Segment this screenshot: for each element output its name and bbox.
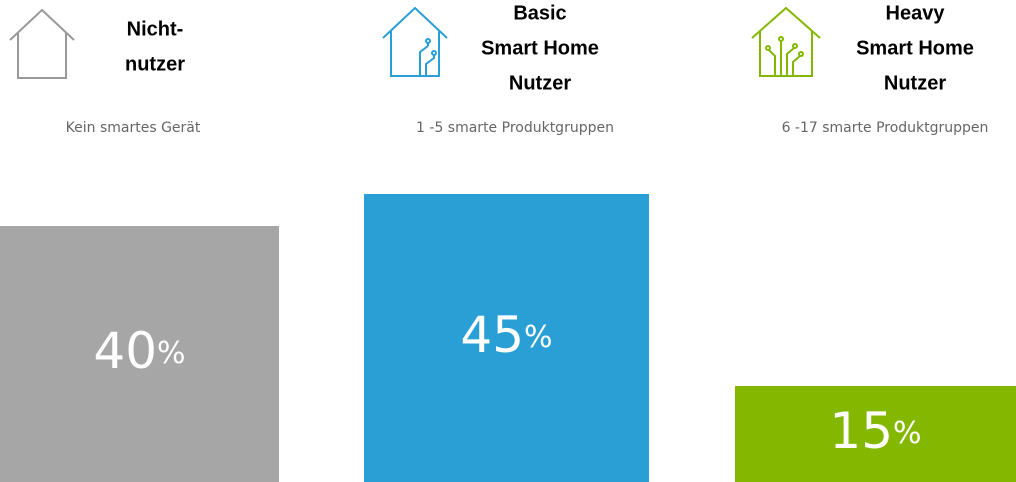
bar [0,226,279,482]
category-label: nutzer [125,53,185,75]
value-unit: % [893,416,922,451]
category-label: Nutzer [509,72,571,94]
category-label: Nicht- [127,18,184,40]
category-label: Heavy [886,2,946,24]
bar [364,194,649,482]
icons [9,6,821,79]
bar [735,386,1016,482]
value-unit: % [524,320,553,355]
house-icon [382,6,448,77]
house-icon [9,8,75,79]
category-label: Smart Home [856,37,974,59]
category-label: Smart Home [481,37,599,59]
value-label: 40% [93,322,185,380]
value-label: 15% [829,402,921,460]
value-number: 40 [93,322,157,380]
category-description: Kein smartes Gerät [66,120,201,136]
category-label: Nutzer [884,72,946,94]
value-number: 15 [829,402,893,460]
value-unit: % [157,336,186,371]
house-icon [751,6,821,77]
category-description: 1 -5 smarte Produktgruppen [416,120,614,136]
category-description: 6 -17 smarte Produktgruppen [782,120,989,136]
category-label: Basic [513,2,566,24]
value-number: 45 [460,306,524,364]
value-label: 45% [460,306,552,364]
